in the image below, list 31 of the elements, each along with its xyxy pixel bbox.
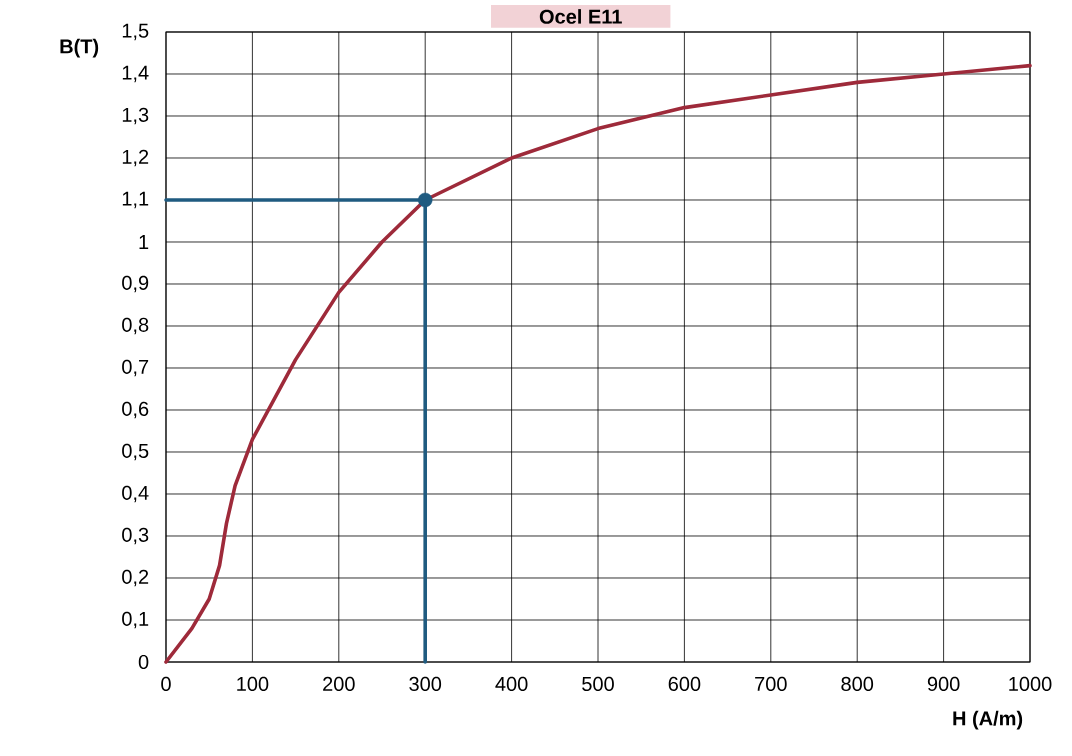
x-tick-label: 100 [237,676,269,692]
y-tick-label: 0,5 [122,443,149,461]
y-tick-label: 1 [139,235,149,249]
x-axis-title: H (A/m) [953,710,1023,730]
y-tick-label: 1,1 [122,191,149,209]
y-tick-label: 0,7 [122,359,149,377]
x-tick-label: 700 [755,676,787,692]
y-tick-label: 1,5 [122,23,149,41]
x-tick-label: 800 [841,676,874,692]
y-tick-label: 0,4 [122,485,149,503]
y-tick-label: 0,8 [122,317,149,335]
y-tick-label: 0,1 [122,611,149,629]
x-tick-label: 1000 [1009,676,1052,692]
line-series [164,63,1032,664]
x-tick-label: 900 [927,676,960,692]
y-tick-label: 1,4 [122,65,149,83]
y-axis-title: B(T) [60,38,99,58]
y-tick-label: 0,6 [122,401,149,419]
x-tick-label: 400 [495,676,528,692]
x-tick-label: 200 [323,676,355,692]
chart-title: Ocel E11 [539,9,622,24]
y-tick-label: 1,3 [122,107,149,125]
y-tick-label: 0,2 [122,569,149,587]
y-tick-label: 0 [138,654,149,670]
x-tick-label: 500 [582,676,614,692]
y-tick-label: 0,3 [122,527,149,545]
x-tick-label: 600 [668,676,701,692]
x-tick-label: 0 [161,676,171,692]
y-tick-label: 0,9 [122,275,149,293]
y-tick-label: 1,2 [122,149,149,167]
x-tick-label: 300 [409,676,442,692]
